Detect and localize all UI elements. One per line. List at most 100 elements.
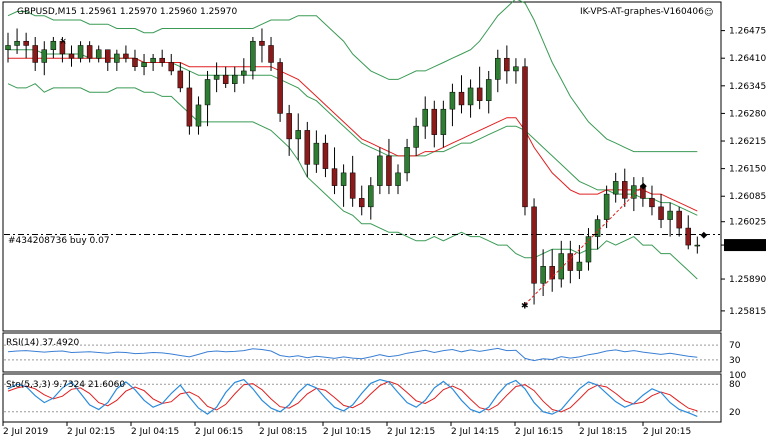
candle-body (77, 45, 84, 59)
candle-body (531, 206, 537, 284)
candle-body (440, 108, 447, 135)
stoch-label: Sto(5,3,3) 9.7324 21.6060 (6, 380, 125, 390)
price-tick-label: 1.26025 (729, 218, 766, 228)
candle-body (141, 62, 147, 67)
price-tick-label: 1.25815 (729, 307, 766, 317)
candle-body (159, 57, 165, 63)
stoch-pane[interactable] (4, 378, 720, 417)
bollinger-lower-line (7, 83, 698, 280)
price-tick-label: 1.26085 (729, 192, 766, 202)
candle-body (195, 104, 202, 127)
rsi-pane[interactable] (4, 344, 720, 362)
trade-entry-icon: ✱ (521, 302, 529, 312)
candle-body (5, 45, 11, 50)
candle-body (150, 57, 156, 63)
rsi-pane-frame (2, 332, 722, 373)
candle-body (585, 236, 592, 263)
expert-label: IK-VPS-AT-graphes-V160406 (580, 7, 704, 17)
candle-body (449, 91, 456, 110)
candle-body (395, 172, 401, 186)
candle-body (422, 108, 428, 127)
candle-body (95, 49, 102, 59)
candle-body (277, 62, 283, 114)
time-tick-label: 2 Jul 12:15 (387, 427, 435, 437)
candle-body (603, 193, 610, 220)
candle-body (59, 40, 66, 55)
candle-body (685, 227, 691, 246)
candle-body (313, 142, 320, 165)
candle-body (204, 79, 211, 106)
candle-body (612, 181, 619, 195)
price-tick-label: 1.26215 (729, 137, 766, 147)
candle-body (631, 185, 637, 199)
candle-body (32, 45, 38, 63)
current-price-box (724, 239, 766, 252)
stoch-tick-label: 100 (729, 371, 746, 381)
candle-body (250, 40, 256, 72)
stoch-pane-frame (2, 373, 722, 423)
current-bar-icon: ◆ (700, 230, 707, 240)
candle-body (41, 49, 48, 63)
candle-body (186, 87, 193, 127)
candle-body (295, 130, 301, 140)
candle-body (349, 172, 356, 199)
candle-body (567, 253, 574, 271)
price-tick-label: 1.25890 (729, 275, 766, 285)
candle-body (177, 70, 184, 89)
time-tick-label: 2 Jul 04:15 (131, 427, 179, 437)
moving-average-line (8, 57, 698, 212)
candle-body (413, 125, 419, 148)
candle-body (476, 87, 483, 101)
rsi-tick-label: 70 (729, 341, 741, 351)
price-tick-label: 1.26150 (729, 165, 766, 175)
candle-body (105, 49, 111, 63)
candle-body (485, 79, 492, 101)
main-pane-frame (2, 1, 722, 332)
candle-body (495, 57, 501, 80)
candle-body (658, 206, 664, 220)
candle-body (694, 244, 701, 247)
candle-body (404, 147, 410, 174)
candle-body (50, 40, 57, 50)
price-tick-label: 1.26280 (729, 109, 766, 119)
candle-body (23, 40, 29, 46)
rsi-label: RSI(14) 37.4920 (6, 338, 79, 348)
smiley-icon: ☺ (704, 7, 713, 18)
candle-body (86, 45, 93, 59)
candle-body (358, 198, 365, 208)
candle-body (622, 181, 628, 199)
time-tick-label: 2 Jul 16:15 (515, 427, 563, 437)
candle-body (286, 113, 292, 140)
stoch-main-line (7, 378, 698, 417)
stoch-tick-label: 20 (729, 408, 741, 418)
price-pane[interactable]: ✱ ◆ × ◆ (4, 0, 720, 312)
candle-body (222, 74, 229, 84)
time-tick-label: 2 Jul 02:15 (67, 427, 115, 437)
candle-body (576, 261, 583, 271)
candle-body (14, 40, 20, 46)
candle-body (540, 266, 546, 284)
candle-body (132, 57, 138, 67)
candle-body (322, 142, 329, 169)
candle-body (549, 266, 555, 280)
candle-body (213, 74, 220, 80)
candle-body (368, 185, 374, 208)
candle-body (259, 40, 265, 46)
candle-body (594, 219, 601, 237)
symbol-info-label: GBPUSD,M15 1.25961 1.25970 1.25960 1.259… (17, 7, 237, 17)
candle-body (268, 45, 274, 63)
candle-body (377, 155, 383, 186)
candle-body (649, 198, 655, 208)
time-tick-label: 2 Jul 08:15 (259, 427, 307, 437)
candle-body (232, 74, 238, 84)
stoch-signal-line (7, 380, 698, 413)
candle-body (304, 130, 311, 165)
rsi-tick-label: 30 (729, 356, 741, 366)
candle-body (458, 91, 465, 106)
candle-body (431, 108, 438, 135)
time-tick-label: 2 Jul 20:15 (643, 427, 691, 437)
candle-body (558, 253, 565, 280)
candle-body (114, 53, 120, 63)
